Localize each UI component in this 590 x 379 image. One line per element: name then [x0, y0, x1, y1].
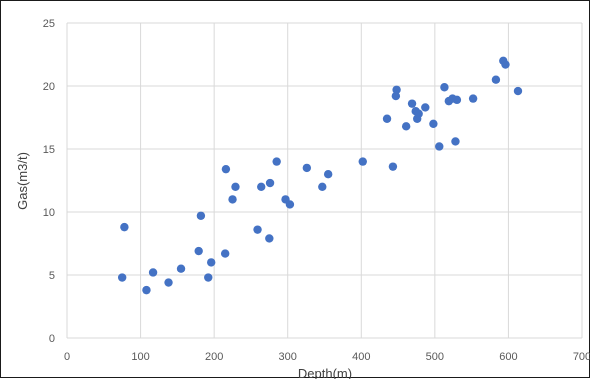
- data-point: [318, 182, 327, 191]
- y-axis-title: Gas(m3/t): [15, 152, 30, 210]
- data-point: [491, 75, 501, 84]
- data-point: [204, 273, 213, 282]
- data-point: [391, 91, 401, 101]
- data-point: [207, 258, 216, 267]
- x-tick-label: 300: [279, 351, 297, 363]
- data-point: [257, 182, 266, 191]
- data-point: [388, 162, 398, 171]
- x-axis-title: Depth(m): [298, 366, 352, 379]
- data-point: [382, 114, 392, 123]
- data-point: [221, 164, 231, 174]
- data-point: [164, 278, 173, 287]
- data-point: [220, 249, 230, 258]
- data-point: [440, 83, 449, 92]
- data-point: [451, 137, 460, 146]
- y-tick-label: 0: [49, 333, 55, 345]
- y-tick-label: 10: [43, 207, 55, 219]
- data-point: [452, 95, 462, 105]
- x-tick-label: 400: [352, 351, 370, 363]
- data-point: [414, 109, 423, 118]
- data-point: [513, 86, 523, 96]
- data-point: [120, 222, 129, 232]
- y-tick-label: 15: [43, 144, 55, 156]
- data-point: [228, 195, 237, 204]
- x-tick-label: 600: [499, 351, 517, 363]
- data-point: [196, 211, 206, 220]
- data-point: [285, 200, 295, 209]
- data-point: [421, 103, 430, 112]
- data-point: [176, 264, 186, 273]
- data-point: [265, 234, 274, 243]
- data-point: [253, 225, 262, 234]
- data-point: [272, 157, 281, 166]
- data-point: [323, 170, 333, 179]
- x-tick-label: 700: [573, 351, 590, 363]
- data-point-layer: [117, 56, 523, 295]
- y-tick-label: 20: [43, 81, 55, 93]
- y-tick-label: 5: [49, 270, 55, 282]
- x-tick-label: 500: [426, 351, 444, 363]
- data-point: [435, 142, 444, 151]
- x-tick-label: 0: [64, 351, 70, 363]
- data-point: [501, 60, 510, 69]
- data-point: [231, 182, 240, 191]
- data-point: [142, 285, 151, 295]
- grid-layer: [66, 22, 583, 339]
- data-point: [358, 157, 367, 166]
- data-point: [468, 94, 478, 103]
- x-tick-label: 100: [131, 351, 149, 363]
- data-point: [265, 178, 275, 188]
- data-point: [194, 246, 203, 256]
- data-point: [302, 163, 312, 173]
- data-point: [117, 273, 127, 282]
- data-point: [407, 99, 417, 108]
- y-tick-label: 25: [43, 18, 55, 30]
- data-point: [429, 119, 438, 128]
- x-tick-label: 200: [205, 351, 223, 363]
- data-point: [148, 268, 158, 277]
- tick-label-layer: 0 5 10 15 20 25 0 100 200 300 400 500 600 700: [43, 18, 590, 363]
- data-point: [392, 85, 401, 94]
- data-point: [401, 122, 411, 131]
